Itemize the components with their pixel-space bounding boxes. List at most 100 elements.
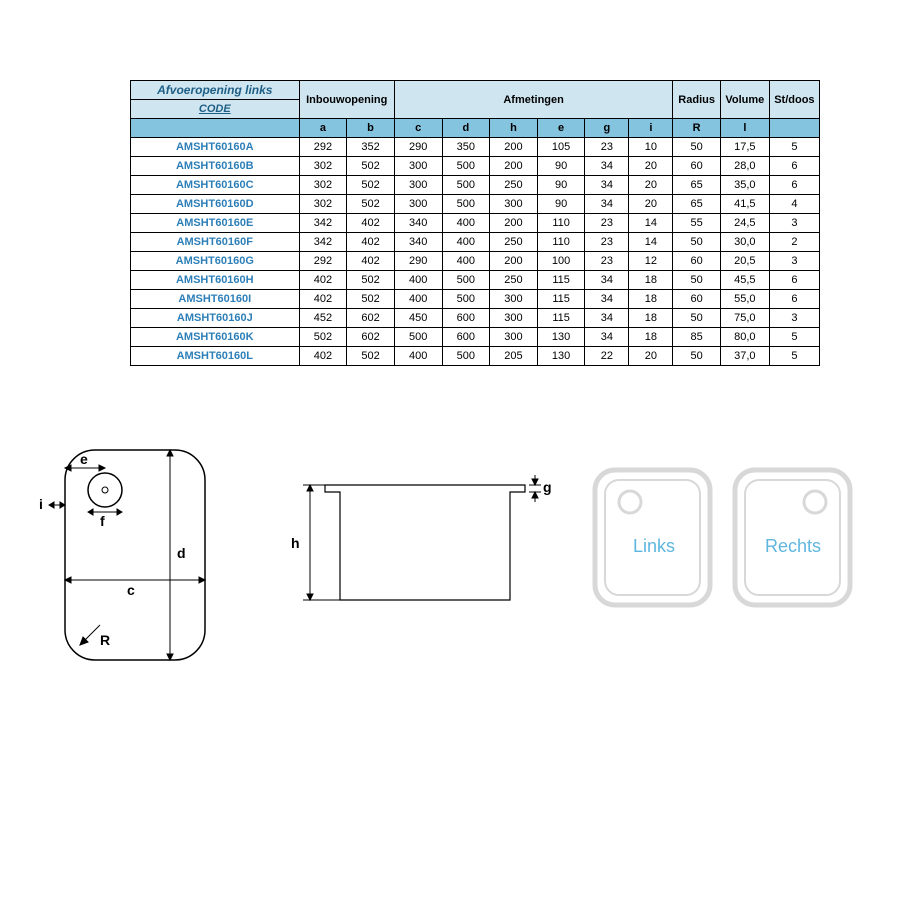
subheader-l: l bbox=[720, 119, 769, 138]
cell-c: 340 bbox=[394, 233, 442, 252]
cell-b: 502 bbox=[347, 347, 395, 366]
cell-i: 20 bbox=[629, 157, 673, 176]
cell-g: 23 bbox=[585, 214, 629, 233]
cell-d: 600 bbox=[442, 328, 490, 347]
cell-R: 55 bbox=[673, 214, 721, 233]
code-cell: AMSHT60160H bbox=[131, 271, 300, 290]
cell-d: 500 bbox=[442, 290, 490, 309]
diagram-links: Links bbox=[595, 470, 710, 605]
cell-R: 85 bbox=[673, 328, 721, 347]
cell-R: 50 bbox=[673, 233, 721, 252]
cell-e: 110 bbox=[537, 233, 585, 252]
cell-st: 6 bbox=[769, 271, 819, 290]
diagram-sideview: g h bbox=[291, 475, 552, 600]
cell-i: 18 bbox=[629, 328, 673, 347]
cell-st: 5 bbox=[769, 138, 819, 157]
code-cell: AMSHT60160D bbox=[131, 195, 300, 214]
cell-a: 502 bbox=[299, 328, 347, 347]
cell-a: 452 bbox=[299, 309, 347, 328]
cell-e: 110 bbox=[537, 214, 585, 233]
cell-R: 60 bbox=[673, 157, 721, 176]
cell-i: 20 bbox=[629, 176, 673, 195]
cell-b: 502 bbox=[347, 271, 395, 290]
cell-a: 302 bbox=[299, 157, 347, 176]
label-c: c bbox=[127, 582, 135, 598]
cell-l: 45,5 bbox=[720, 271, 769, 290]
table-row: AMSHT60160I40250240050030011534186055,06 bbox=[131, 290, 820, 309]
subheader-i: i bbox=[629, 119, 673, 138]
cell-e: 90 bbox=[537, 195, 585, 214]
header-title-line1: Afvoeropening links bbox=[131, 81, 300, 100]
cell-e: 115 bbox=[537, 271, 585, 290]
label-f: f bbox=[100, 513, 105, 529]
cell-l: 37,0 bbox=[720, 347, 769, 366]
cell-st: 6 bbox=[769, 176, 819, 195]
cell-h: 250 bbox=[490, 176, 538, 195]
subheader-stdoos-blank bbox=[769, 119, 819, 138]
cell-g: 34 bbox=[585, 290, 629, 309]
cell-d: 500 bbox=[442, 195, 490, 214]
cell-d: 600 bbox=[442, 309, 490, 328]
cell-e: 90 bbox=[537, 157, 585, 176]
code-cell: AMSHT60160G bbox=[131, 252, 300, 271]
cell-h: 200 bbox=[490, 138, 538, 157]
subheader-c: c bbox=[394, 119, 442, 138]
cell-i: 18 bbox=[629, 309, 673, 328]
cell-d: 350 bbox=[442, 138, 490, 157]
cell-c: 340 bbox=[394, 214, 442, 233]
header-row-3: abcdhegiRl bbox=[131, 119, 820, 138]
cell-e: 90 bbox=[537, 176, 585, 195]
cell-st: 3 bbox=[769, 309, 819, 328]
cell-c: 500 bbox=[394, 328, 442, 347]
cell-d: 400 bbox=[442, 233, 490, 252]
cell-i: 10 bbox=[629, 138, 673, 157]
cell-b: 502 bbox=[347, 290, 395, 309]
cell-st: 2 bbox=[769, 233, 819, 252]
cell-R: 60 bbox=[673, 252, 721, 271]
cell-a: 342 bbox=[299, 233, 347, 252]
rechts-label: Rechts bbox=[765, 536, 821, 556]
cell-st: 5 bbox=[769, 328, 819, 347]
code-cell: AMSHT60160A bbox=[131, 138, 300, 157]
cell-R: 50 bbox=[673, 138, 721, 157]
cell-i: 14 bbox=[629, 233, 673, 252]
label-h: h bbox=[291, 535, 300, 551]
cell-g: 34 bbox=[585, 157, 629, 176]
cell-e: 100 bbox=[537, 252, 585, 271]
cell-g: 34 bbox=[585, 271, 629, 290]
cell-l: 28,0 bbox=[720, 157, 769, 176]
cell-l: 24,5 bbox=[720, 214, 769, 233]
cell-b: 502 bbox=[347, 176, 395, 195]
cell-e: 115 bbox=[537, 309, 585, 328]
header-volume: Volume bbox=[720, 81, 769, 119]
label-e: e bbox=[80, 451, 88, 467]
subheader-b: b bbox=[347, 119, 395, 138]
cell-g: 23 bbox=[585, 233, 629, 252]
cell-d: 500 bbox=[442, 176, 490, 195]
cell-b: 502 bbox=[347, 157, 395, 176]
cell-c: 300 bbox=[394, 176, 442, 195]
cell-a: 402 bbox=[299, 271, 347, 290]
table-row: AMSHT60160C3025023005002509034206535,06 bbox=[131, 176, 820, 195]
cell-d: 500 bbox=[442, 347, 490, 366]
cell-i: 20 bbox=[629, 195, 673, 214]
cell-h: 200 bbox=[490, 214, 538, 233]
cell-g: 23 bbox=[585, 252, 629, 271]
cell-l: 41,5 bbox=[720, 195, 769, 214]
cell-e: 130 bbox=[537, 328, 585, 347]
cell-a: 302 bbox=[299, 195, 347, 214]
cell-d: 500 bbox=[442, 271, 490, 290]
cell-g: 34 bbox=[585, 309, 629, 328]
cell-a: 292 bbox=[299, 138, 347, 157]
table-row: AMSHT60160B3025023005002009034206028,06 bbox=[131, 157, 820, 176]
cell-b: 602 bbox=[347, 328, 395, 347]
code-cell: AMSHT60160B bbox=[131, 157, 300, 176]
cell-l: 75,0 bbox=[720, 309, 769, 328]
code-cell: AMSHT60160I bbox=[131, 290, 300, 309]
cell-c: 300 bbox=[394, 157, 442, 176]
cell-i: 14 bbox=[629, 214, 673, 233]
cell-i: 20 bbox=[629, 347, 673, 366]
cell-a: 342 bbox=[299, 214, 347, 233]
diagram-topview: e i f c bbox=[39, 450, 205, 660]
cell-l: 80,0 bbox=[720, 328, 769, 347]
